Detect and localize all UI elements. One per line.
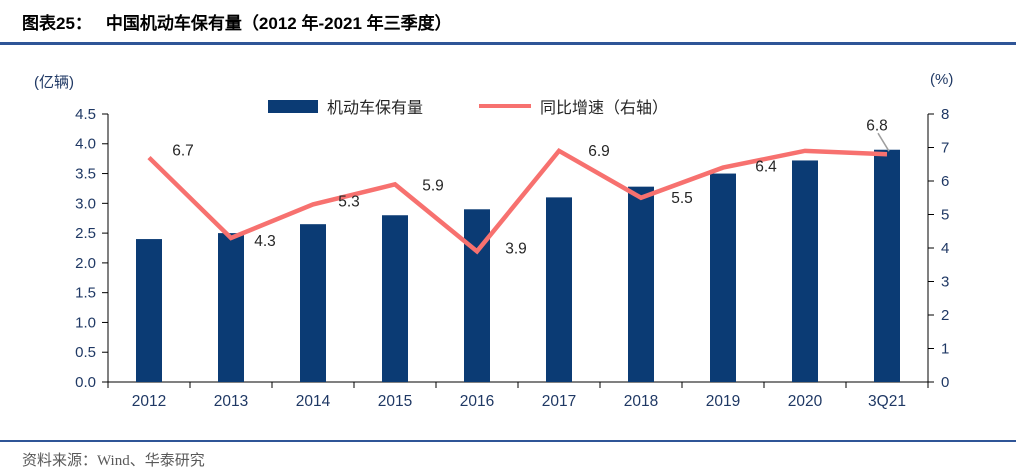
x-axis-category-label: 2020 <box>788 393 823 410</box>
bar <box>464 209 490 382</box>
left-axis-tick-label: 0.0 <box>75 374 96 391</box>
left-axis-tick-label: 1.0 <box>75 314 96 331</box>
left-axis-tick-label: 3.5 <box>75 166 96 183</box>
x-axis-category-label: 2012 <box>132 393 166 410</box>
left-axis-tick-label: 2.5 <box>75 225 96 242</box>
x-axis-category-label: 2019 <box>706 393 740 410</box>
bar-series-label: 机动车保有量 <box>327 100 424 117</box>
left-axis-tick-label: 3.0 <box>75 195 96 212</box>
right-axis-tick-label: 8 <box>941 106 949 123</box>
x-axis-category-label: 3Q21 <box>868 393 906 410</box>
line-point-label: 6.8 <box>866 117 888 134</box>
right-axis-tick-label: 1 <box>941 340 949 357</box>
bar <box>218 233 244 382</box>
left-axis-unit-label: (亿辆) <box>34 74 74 91</box>
line-series-swatch <box>479 104 532 108</box>
right-axis-tick-label: 4 <box>941 240 949 257</box>
figure-header: 图表25： 中国机动车保有量（2012 年-2021 年三季度） <box>0 0 1016 45</box>
bar <box>382 215 408 382</box>
line-point-label: 6.9 <box>588 143 610 160</box>
bar <box>546 197 572 382</box>
bar <box>136 239 162 382</box>
line-point-label: 6.4 <box>755 159 777 176</box>
x-axis-category-label: 2013 <box>214 393 248 410</box>
legend-item-line-series: 同比增速（右轴） <box>479 94 668 118</box>
x-axis-category-label: 2016 <box>460 393 494 410</box>
label-leader-line <box>877 132 890 152</box>
line-series-label: 同比增速（右轴） <box>540 100 669 117</box>
x-axis-category-label: 2017 <box>542 393 576 410</box>
line-point-label: 5.5 <box>671 190 693 207</box>
right-axis-unit-label: (%) <box>930 71 954 88</box>
figure-title: 中国机动车保有量（2012 年-2021 年三季度） <box>105 14 452 33</box>
right-axis-tick-label: 5 <box>941 206 949 223</box>
line-point-label: 4.3 <box>254 233 276 250</box>
source-note: 资料来源：Wind、华泰研究 <box>0 440 1016 470</box>
chart-legend: 机动车保有量 同比增速（右轴） <box>268 94 668 118</box>
bar <box>710 173 736 382</box>
right-axis-tick-label: 0 <box>941 374 949 391</box>
right-axis-tick-label: 7 <box>941 139 949 156</box>
left-axis-tick-label: 0.5 <box>75 344 96 361</box>
line-point-label: 3.9 <box>505 240 527 257</box>
line-point-label: 5.9 <box>422 177 444 194</box>
bar <box>300 224 326 382</box>
bar <box>628 186 654 382</box>
legend-item-bar-series: 机动车保有量 <box>268 94 423 118</box>
left-axis-tick-label: 1.5 <box>75 285 96 302</box>
bar <box>874 149 900 382</box>
x-axis-category-label: 2014 <box>296 393 331 410</box>
figure-number: 图表25： <box>22 14 92 33</box>
left-axis-tick-label: 2.0 <box>75 255 96 272</box>
bar-series-swatch <box>268 99 318 113</box>
right-axis-tick-label: 2 <box>941 307 949 324</box>
right-axis-tick-label: 6 <box>941 173 949 190</box>
x-axis-category-label: 2018 <box>624 393 658 410</box>
line-point-label: 6.7 <box>172 143 194 160</box>
left-axis-tick-label: 4.0 <box>75 136 96 153</box>
left-axis-tick-label: 4.5 <box>75 106 96 123</box>
right-axis-tick-label: 3 <box>941 273 949 290</box>
growth-line <box>147 147 888 255</box>
bar <box>792 160 818 382</box>
line-point-label: 5.3 <box>338 194 360 211</box>
x-axis-category-label: 2015 <box>378 393 412 410</box>
